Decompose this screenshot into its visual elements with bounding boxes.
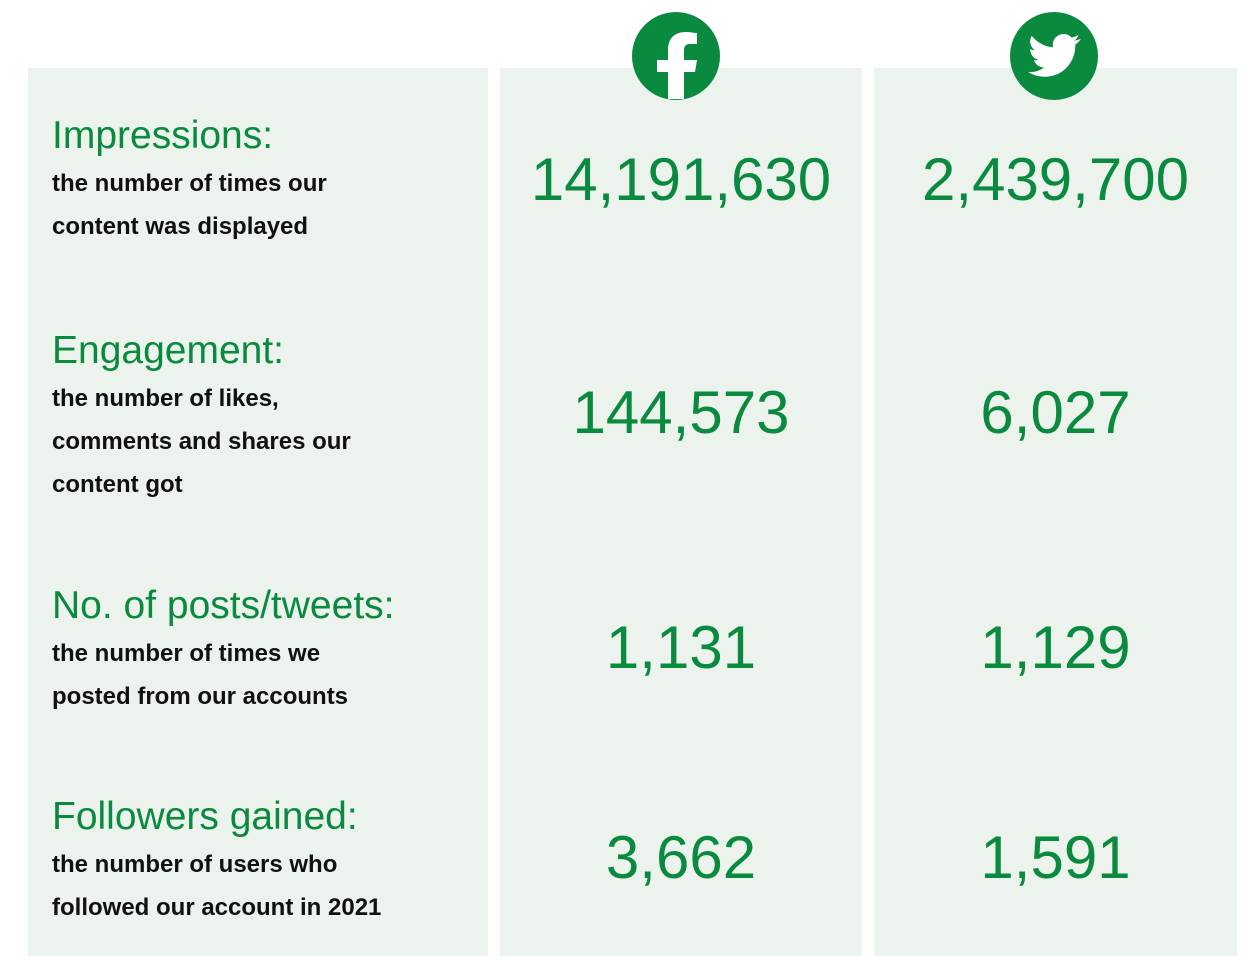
row-description: content was displayed — [52, 213, 309, 240]
facebook-value: 3,662 — [605, 824, 757, 891]
row-label: Followers gained: — [52, 795, 358, 838]
row-description: the number of likes, — [52, 385, 279, 412]
twitter-icon — [1010, 12, 1098, 100]
facebook-column — [500, 68, 862, 956]
twitter-value: 1,591 — [980, 824, 1131, 891]
facebook-value: 144,573 — [572, 379, 790, 446]
facebook-icon — [632, 12, 720, 100]
facebook-value: 14,191,630 — [530, 146, 832, 213]
row-description: the number of times we — [52, 640, 321, 667]
row-description: the number of users who — [52, 851, 338, 878]
facebook-value: 1,131 — [605, 614, 757, 681]
row-label: No. of posts/tweets: — [52, 584, 395, 627]
row-description: followed our account in 2021 — [52, 894, 382, 921]
label-column — [28, 68, 488, 956]
row-description: the number of times our — [52, 170, 327, 197]
twitter-value: 1,129 — [980, 614, 1131, 681]
row-label: Engagement: — [52, 329, 285, 372]
twitter-column — [874, 68, 1237, 956]
row-description: content got — [52, 471, 183, 498]
twitter-value: 6,027 — [980, 379, 1131, 446]
row-label: Impressions: — [52, 114, 274, 157]
icons — [632, 12, 1098, 100]
row-description: posted from our accounts — [52, 683, 349, 710]
row-description: comments and shares our — [52, 428, 351, 455]
twitter-value: 2,439,700 — [922, 146, 1189, 213]
